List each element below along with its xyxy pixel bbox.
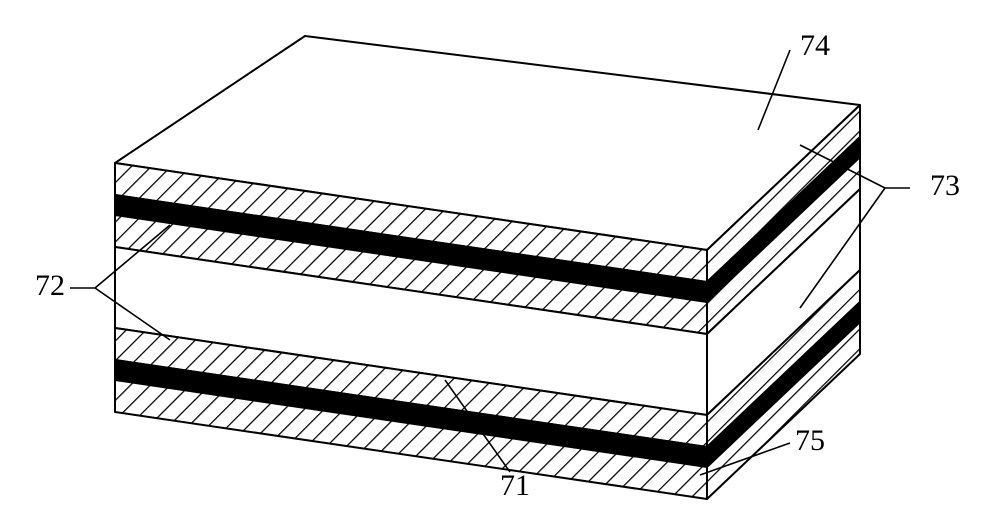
label-text-72: 72	[35, 269, 65, 302]
label-text-74: 74	[800, 29, 830, 62]
label-text-75: 75	[795, 424, 825, 457]
label-text-73: 73	[930, 169, 960, 202]
label-text-71: 71	[500, 469, 530, 502]
